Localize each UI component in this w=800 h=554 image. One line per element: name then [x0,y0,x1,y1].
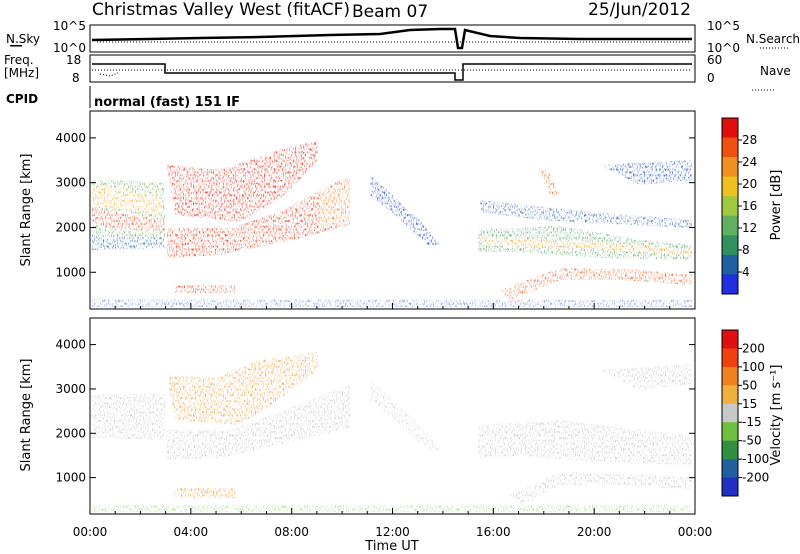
power-colorbar-tick-label: 28 [742,133,757,147]
frequency-trace [92,63,692,81]
date-label: 25/Jun/2012 [588,0,691,20]
nave-tick-high: 60 [707,53,722,67]
power-colorbar-swatch [722,176,738,197]
time-axis-label: Time UT [364,539,418,554]
velocity-y-ticks: 1000 2000 3000 4000 [55,338,695,485]
velocity-ylabel: Slant Range [km] [19,359,34,472]
power-colorbar: 28 24 20 16 12 8 4 Power [dB] [721,117,784,295]
power-ytick-label: 2000 [55,220,86,234]
velocity-colorbar-tick-label: 200 [742,341,765,355]
freq-label-2: [MHz] [4,66,39,80]
velocity-colorbar-tick-label: -100 [742,452,769,466]
velocity-colorbar-swatch [722,330,738,349]
velocity-ytick-label: 3000 [55,382,86,396]
noise-left-label: N.Sky [6,32,40,46]
freq-left-tick-high: 18 [66,53,81,67]
velocity-colorbar-label: Velocity [m s⁻¹] [769,365,784,466]
freq-label-1: Freq. [4,53,34,67]
velocity-colorbar-swatch [722,385,738,405]
power-ylabel: Slant Range [km] [19,154,34,267]
velocity-colorbar-swatch [722,366,738,386]
power-colorbar-swatch [722,215,738,236]
power-colorbar-label: Power [dB] [769,170,784,241]
velocity-xtick-label: 04:00 [174,525,209,539]
velocity-colorbar-tick-label: 50 [742,378,757,392]
velocity-xtick-label: 00:00 [678,525,713,539]
velocity-colorbar-swatch [722,403,738,423]
velocity-colorbar-swatch [722,459,738,479]
power-colorbar-swatch [722,137,738,158]
velocity-xtick-label: 00:00 [73,525,108,539]
power-x-ticks [89,303,696,309]
velocity-colorbar-swatch [722,440,738,460]
power-panel: Slant Range [km] 1000 2000 3000 4000 [19,110,696,310]
power-colorbar-swatch [722,118,738,139]
cpid-value: normal (fast) 151 IF [94,95,240,110]
velocity-xtick-label: 12:00 [375,525,410,539]
power-colorbar-tick-label: 8 [742,243,750,257]
velocity-xtick-label: 20:00 [577,525,612,539]
velocity-colorbar-swatch [722,422,738,442]
power-ytick-label: 4000 [55,131,86,145]
velocity-xtick-label: 08:00 [274,525,309,539]
velocity-colorbar-tick-label: 15 [742,397,757,411]
noise-right-tick-low: 10^0 [707,41,740,55]
noise-right-label: N.Search [746,32,800,46]
noise-panel: N.Sky 10^5 10^0 10^5 10^0 N.Search [6,19,800,55]
power-colorbar-swatch [722,254,738,275]
beam-label: Beam 07 [352,2,428,22]
power-y-ticks: 1000 2000 3000 4000 [55,131,695,279]
freq-left-tick-low: 8 [72,71,80,85]
power-colorbar-tick-label: 12 [742,221,757,235]
power-colorbar-tick-label: 24 [742,155,757,169]
velocity-colorbar-swatch [722,348,738,368]
nave-tick-low: 0 [707,71,715,85]
nave-label: Nave [760,64,791,78]
velocity-colorbar-tick-label: -15 [742,415,762,429]
cpid-label: CPID [6,92,38,106]
power-data [92,140,692,307]
power-ytick-label: 3000 [55,176,86,190]
noise-left-tick-high: 10^5 [53,19,86,33]
velocity-ytick-label: 1000 [55,471,86,485]
frequency-panel: Freq. [MHz] 18 8 60 0 Nave [4,53,791,91]
power-colorbar-tick-label: 16 [742,199,757,213]
velocity-colorbar-frame [721,329,739,497]
velocity-colorbar-tick-label: -50 [742,434,762,448]
power-colorbar-swatch [722,196,738,217]
velocity-colorbar-tick-label: -200 [742,471,769,485]
velocity-x-ticks: 00:00 04:00 08:00 12:00 16:00 20:00 00:00 [73,508,713,539]
power-colorbar-tick-label: 20 [742,177,757,191]
velocity-ytick-label: 2000 [55,426,86,440]
velocity-xtick-label: 16:00 [476,525,511,539]
velocity-data [92,352,692,512]
power-ytick-label: 1000 [55,265,86,279]
power-colorbar-swatch [722,157,738,178]
velocity-colorbar-swatch [722,477,738,497]
noise-sky-trace [91,27,692,50]
power-colorbar-tick-label: 4 [742,265,750,279]
noise-left-tick-low: 10^0 [53,41,86,55]
power-colorbar-swatch [722,235,738,256]
station-title: Christmas Valley West (fitACF) [92,0,350,20]
noise-right-tick-high: 10^5 [707,19,740,33]
velocity-ytick-label: 4000 [55,338,86,352]
velocity-colorbar-tick-label: 100 [742,360,765,374]
velocity-colorbar: 200 100 50 15 -15 -50 -100 -200 Velocity [m s⁻¹… [721,329,784,497]
power-colorbar-swatch [722,274,738,295]
